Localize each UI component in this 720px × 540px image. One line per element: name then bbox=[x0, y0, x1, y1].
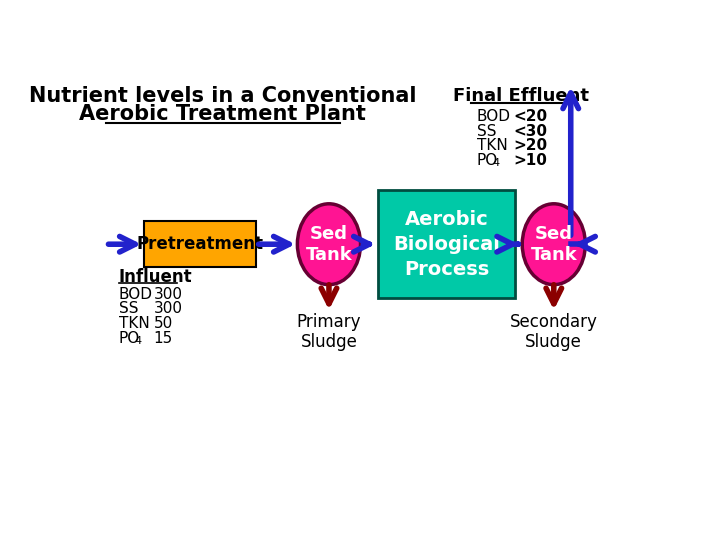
Text: SS: SS bbox=[477, 124, 496, 139]
Text: TKN: TKN bbox=[119, 316, 150, 331]
Text: <30: <30 bbox=[514, 124, 548, 139]
Text: BOD: BOD bbox=[119, 287, 153, 302]
Text: >20: >20 bbox=[514, 138, 548, 153]
Text: SS: SS bbox=[119, 301, 138, 316]
Text: Pretreatment: Pretreatment bbox=[136, 235, 263, 253]
Text: TKN: TKN bbox=[477, 138, 508, 153]
Text: PO: PO bbox=[477, 153, 498, 168]
Text: <20: <20 bbox=[514, 109, 548, 124]
FancyBboxPatch shape bbox=[378, 190, 516, 298]
Text: Aerobic
Biological
Process: Aerobic Biological Process bbox=[393, 210, 500, 279]
Text: Aerobic Treatment Plant: Aerobic Treatment Plant bbox=[79, 104, 366, 124]
Ellipse shape bbox=[297, 204, 361, 285]
Text: Sed
Tank: Sed Tank bbox=[305, 225, 352, 264]
Text: Sed
Tank: Sed Tank bbox=[531, 225, 577, 264]
Text: 300: 300 bbox=[153, 301, 182, 316]
Ellipse shape bbox=[522, 204, 585, 285]
Text: Final Effluent: Final Effluent bbox=[453, 86, 589, 105]
FancyBboxPatch shape bbox=[144, 221, 256, 267]
Text: 4: 4 bbox=[492, 158, 500, 168]
Text: 50: 50 bbox=[153, 316, 173, 331]
Text: Primary
Sludge: Primary Sludge bbox=[297, 313, 361, 352]
Text: >10: >10 bbox=[514, 153, 548, 168]
Text: Nutrient levels in a Conventional: Nutrient levels in a Conventional bbox=[29, 86, 416, 106]
Text: 4: 4 bbox=[134, 336, 141, 346]
Text: BOD: BOD bbox=[477, 109, 510, 124]
Text: Influent: Influent bbox=[119, 267, 192, 286]
Text: 15: 15 bbox=[153, 330, 173, 346]
Text: Secondary
Sludge: Secondary Sludge bbox=[510, 313, 598, 352]
Text: PO: PO bbox=[119, 330, 140, 346]
Text: 300: 300 bbox=[153, 287, 182, 302]
